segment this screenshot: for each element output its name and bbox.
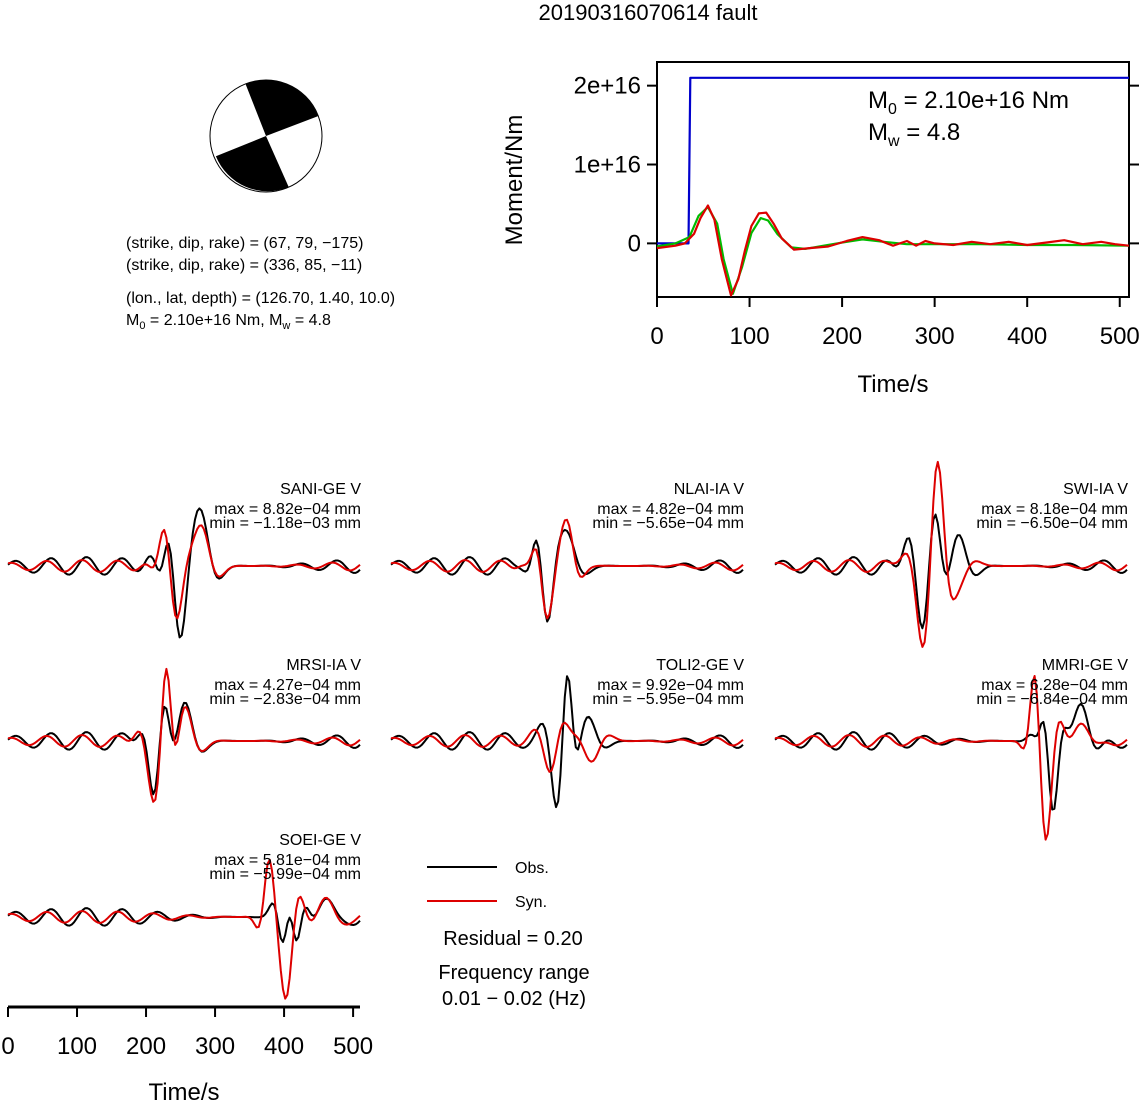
moment-x-ticks: 0 100 200 300 400 500 xyxy=(650,297,1140,350)
station-min: min = −5.99e−04 mm xyxy=(209,866,361,883)
station-max: max = 4.27e−04 mm xyxy=(214,677,361,694)
moment-ylabel: Moment/Nm xyxy=(501,115,528,246)
synthetic-trace xyxy=(7,858,361,1000)
station-name: TOLI2-GE V xyxy=(656,657,744,674)
frequency-value: 0.01 − 0.02 (Hz) xyxy=(442,988,586,1010)
station-max: max = 4.82e−04 mm xyxy=(597,501,744,518)
waveform-xtick-label: 400 xyxy=(264,1033,304,1060)
legend: Obs. Syn. Residual = 0.20 Frequency rang… xyxy=(427,860,590,1010)
station-name: SANI-GE V xyxy=(280,481,361,498)
observed-trace xyxy=(774,513,1128,630)
observed-trace xyxy=(7,701,361,796)
moment-xtick-label: 100 xyxy=(730,323,770,350)
legend-syn-label: Syn. xyxy=(515,894,547,911)
station-max: max = 8.18e−04 mm xyxy=(981,501,1128,518)
station-min: min = −6.84e−04 mm xyxy=(976,691,1128,708)
station-name: NLAI-IA V xyxy=(674,481,745,498)
station-name: MRSI-IA V xyxy=(286,657,361,674)
synthetic-trace xyxy=(7,524,361,620)
moment-ytick-label: 2e+16 xyxy=(574,73,641,100)
waveform-xtick-label: 200 xyxy=(126,1033,166,1060)
residual-text: Residual = 0.20 xyxy=(443,928,583,950)
station-max: max = 6.28e−04 mm xyxy=(981,677,1128,694)
waveform-xtick-label: 500 xyxy=(333,1033,373,1060)
focal-info: (strike, dip, rake) = (67, 79, −175) (st… xyxy=(126,235,395,332)
station-min: min = −5.95e−04 mm xyxy=(592,691,744,708)
nodal-plane-1: (strike, dip, rake) = (67, 79, −175) xyxy=(126,235,363,252)
moment-chart: 0 1e+16 2e+16 0 100 200 300 400 500 Moment/Nm T… xyxy=(501,61,1140,398)
synthetic-trace xyxy=(390,721,744,773)
moment-ytick-label: 1e+16 xyxy=(574,152,641,179)
nodal-plane-2: (strike, dip, rake) = (336, 85, −11) xyxy=(126,257,362,274)
figure-title: 20190316070614 fault xyxy=(539,0,758,25)
station-name: SOEI-GE V xyxy=(279,832,361,849)
beachball-quadrant-sw xyxy=(215,136,289,192)
moment-xlabel: Time/s xyxy=(857,371,928,398)
waveform-xtick-label: 0 xyxy=(1,1033,14,1060)
station-min: min = −5.65e−04 mm xyxy=(592,515,744,532)
moment-ytick-label: 0 xyxy=(628,230,641,257)
moment-y-ticks: 0 1e+16 2e+16 xyxy=(574,73,1139,257)
waveform-xtick-label: 100 xyxy=(57,1033,97,1060)
observed-trace xyxy=(774,702,1128,811)
station-name: MMRI-GE V xyxy=(1042,657,1129,674)
location-text: (lon., lat, depth) = (126.70, 1.40, 10.0… xyxy=(126,290,395,307)
moment-xtick-label: 200 xyxy=(822,323,862,350)
waveform-xtick-label: 300 xyxy=(195,1033,235,1060)
moment-xtick-label: 0 xyxy=(650,323,663,350)
observed-trace xyxy=(390,528,744,623)
moment-m0-annotation: M0 = 2.10e+16 Nm xyxy=(868,87,1069,118)
moment-xtick-label: 300 xyxy=(915,323,955,350)
station-max: max = 5.81e−04 mm xyxy=(214,852,361,869)
moment-text: M0 = 2.10e+16 Nm, Mw = 4.8 xyxy=(126,312,331,332)
observed-trace xyxy=(7,897,361,943)
moment-mw-annotation: Mw = 4.8 xyxy=(868,119,960,150)
station-max: max = 8.82e−04 mm xyxy=(214,501,361,518)
observed-trace xyxy=(390,675,744,809)
legend-obs-label: Obs. xyxy=(515,860,549,877)
beachball xyxy=(209,79,323,193)
observed-trace xyxy=(7,507,361,639)
station-name: SWI-IA V xyxy=(1063,481,1128,498)
station-min: min = −6.50e−04 mm xyxy=(976,515,1128,532)
waveform-xlabel: Time/s xyxy=(148,1079,219,1104)
synthetic-trace xyxy=(774,675,1128,841)
station-min: min = −1.18e−03 mm xyxy=(209,515,361,532)
station-max: max = 9.92e−04 mm xyxy=(597,677,744,694)
synthetic-trace xyxy=(390,518,744,620)
beachball-quadrant-ne xyxy=(245,80,319,136)
synthetic-trace xyxy=(7,667,361,803)
moment-chart-frame xyxy=(656,61,1130,298)
station-min: min = −2.83e−04 mm xyxy=(209,691,361,708)
moment-series-group xyxy=(656,76,1130,297)
frequency-title: Frequency range xyxy=(438,962,589,984)
synthetic-trace xyxy=(774,460,1128,648)
moment-xtick-label: 500 xyxy=(1100,323,1140,350)
waveform-x-ticks: 0 100 200 300 400 500 xyxy=(1,1007,373,1060)
moment-series-2 xyxy=(656,204,1130,297)
moment-xtick-label: 400 xyxy=(1007,323,1047,350)
waveform-time-axis: 0 100 200 300 400 500 Time/s xyxy=(1,1005,373,1104)
